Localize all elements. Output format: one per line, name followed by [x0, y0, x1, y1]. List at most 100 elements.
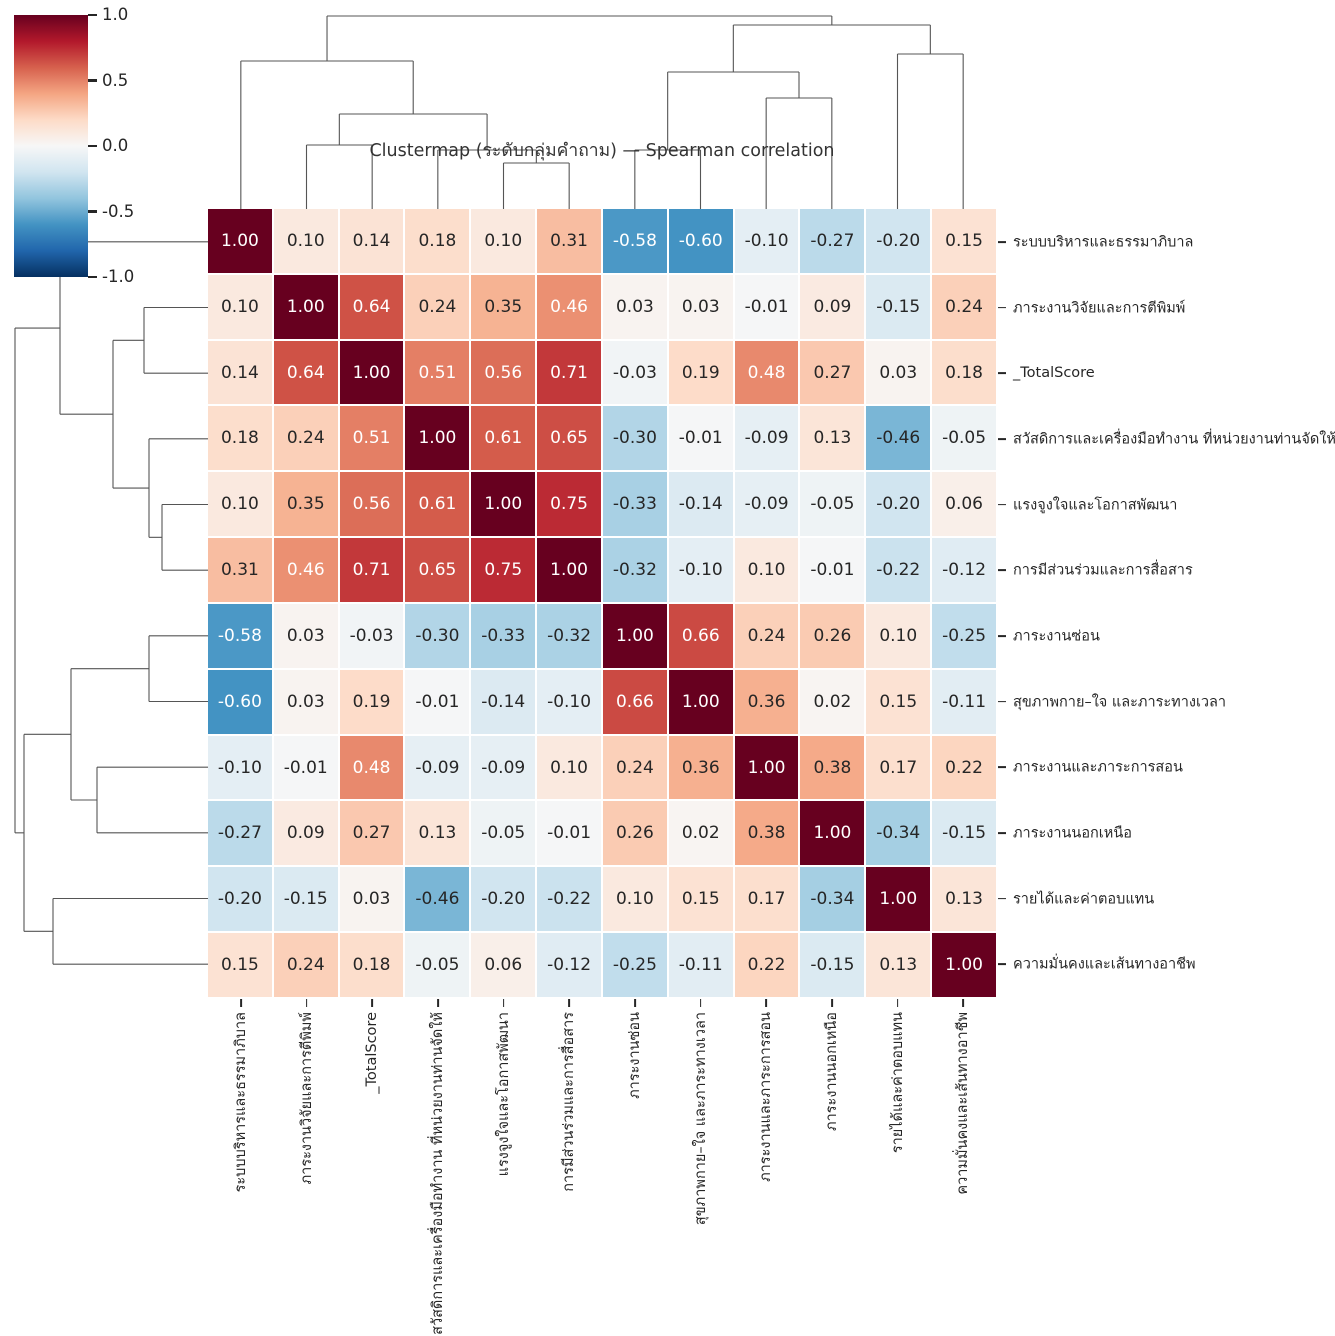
column-tick [568, 999, 571, 1007]
heatmap-cell: -0.10 [734, 209, 799, 273]
heatmap-cell: 0.31 [537, 209, 601, 273]
heatmap-cell: 1.00 [208, 209, 272, 273]
heatmap-cell: 0.19 [668, 340, 733, 405]
heatmap-cell: 0.24 [734, 603, 799, 668]
column-tick [633, 999, 636, 1007]
heatmap-cell: 0.61 [405, 472, 470, 537]
heatmap-cell: 0.48 [339, 735, 404, 800]
heatmap-cell: 0.51 [339, 406, 404, 471]
heatmap-cell: 0.10 [471, 209, 536, 273]
heatmap-cell: 1.00 [668, 669, 733, 734]
heatmap-cell: 0.56 [471, 340, 536, 405]
heatmap-cell: -0.34 [866, 801, 931, 866]
colorbar-tick [88, 79, 97, 82]
row-tick [998, 700, 1006, 703]
row-tick [998, 437, 1006, 440]
column-tick [502, 999, 505, 1007]
row-tick [998, 240, 1006, 243]
heatmap-cell: -0.30 [405, 603, 470, 668]
heatmap-cell: 0.75 [537, 472, 601, 537]
column-label: ภาระงานวิจัยและการตีพิมพ์ [298, 1012, 315, 1185]
colorbar-tick-label: -0.5 [102, 201, 135, 221]
heatmap-cell: 0.10 [866, 603, 931, 668]
heatmap-cell: 0.24 [273, 933, 338, 997]
heatmap-cell: 1.00 [537, 538, 601, 602]
heatmap-cell: 0.14 [208, 340, 272, 405]
heatmap-cell: 0.15 [932, 209, 996, 273]
row-tick [998, 306, 1006, 309]
heatmap-cell: -0.01 [800, 538, 865, 602]
heatmap-cell: -0.05 [800, 472, 865, 537]
heatmap-cell: -0.58 [602, 209, 667, 273]
heatmap-cell: -0.10 [537, 669, 601, 734]
heatmap-cell: 0.56 [339, 472, 404, 537]
heatmap-cell: -0.60 [208, 669, 272, 734]
row-tick [998, 634, 1006, 637]
colorbar-tick [88, 275, 97, 279]
heatmap-cell: 0.38 [800, 735, 865, 800]
heatmap-cell: -0.46 [405, 867, 470, 932]
row-tick [998, 503, 1006, 506]
colorbar-tick-label: -1.0 [102, 266, 135, 286]
heatmap-cell: -0.14 [668, 472, 733, 537]
column-tick [962, 999, 965, 1007]
column-label: สุขภาพกาย–ใจ และภาระทางเวลา [692, 1012, 709, 1226]
heatmap-cell: 0.13 [932, 867, 996, 932]
column-label: ระบบบริหารและธรรมาภิบาล [232, 1012, 249, 1193]
heatmap-cell: -0.09 [734, 406, 799, 471]
heatmap-cell: 0.03 [668, 274, 733, 339]
heatmap-cell: 0.14 [339, 209, 404, 273]
heatmap-cell: 0.24 [602, 735, 667, 800]
heatmap-cell: -0.33 [602, 472, 667, 537]
heatmap-cell: 0.06 [932, 472, 996, 537]
column-tick [765, 999, 768, 1007]
heatmap-cell: 0.48 [734, 340, 799, 405]
column-label: รายได้และค่าตอบแทน [889, 1012, 906, 1154]
heatmap-cell: -0.27 [208, 801, 272, 866]
heatmap-cell: -0.25 [932, 603, 996, 668]
heatmap-cell: 1.00 [734, 735, 799, 800]
heatmap-cell: 0.35 [273, 472, 338, 537]
row-label: ความมั่นคงและเส้นทางอาชีพ [1013, 956, 1196, 973]
heatmap-cell: -0.01 [273, 735, 338, 800]
heatmap-cell: -0.12 [932, 538, 996, 602]
heatmap-cell: -0.30 [602, 406, 667, 471]
heatmap-cell: 0.09 [800, 274, 865, 339]
column-label: _TotalScore [364, 1012, 381, 1094]
heatmap-cell: -0.01 [734, 274, 799, 339]
column-label: ความมั่นคงและเส้นทางอาชีพ [955, 1012, 972, 1195]
heatmap-cell: 0.26 [602, 801, 667, 866]
heatmap-cell: 0.15 [208, 933, 272, 997]
heatmap-cell: 0.36 [734, 669, 799, 734]
heatmap-cell: 0.27 [800, 340, 865, 405]
heatmap-cell: -0.03 [339, 603, 404, 668]
heatmap-cell: 0.10 [537, 735, 601, 800]
heatmap-cell: 0.03 [273, 603, 338, 668]
heatmap-cell: 0.18 [932, 340, 996, 405]
heatmap-cell: -0.32 [602, 538, 667, 602]
heatmap-cell: 0.10 [208, 472, 272, 537]
heatmap-cell: -0.22 [866, 538, 931, 602]
row-label: แรงจูงใจและโอกาสพัฒนา [1013, 497, 1178, 513]
heatmap-cell: 0.31 [208, 538, 272, 602]
heatmap-cell: 0.06 [471, 933, 536, 997]
heatmap-cell: -0.58 [208, 603, 272, 668]
heatmap-cell: 0.71 [537, 340, 601, 405]
heatmap-cell: 1.00 [339, 340, 404, 405]
column-tick [239, 999, 242, 1007]
row-label: ระบบบริหารและธรรมาภิบาล [1013, 234, 1194, 251]
heatmap-cell: 1.00 [471, 472, 536, 537]
heatmap-cell: 1.00 [602, 603, 667, 668]
heatmap-cell: 0.10 [273, 209, 338, 273]
heatmap-cell: -0.25 [602, 933, 667, 997]
heatmap-cell: 0.24 [405, 274, 470, 339]
heatmap-cell: -0.03 [602, 340, 667, 405]
heatmap-cell: 0.24 [273, 406, 338, 471]
heatmap-cell: 0.26 [800, 603, 865, 668]
column-tick [830, 999, 833, 1007]
heatmap-cell: -0.60 [668, 209, 733, 273]
row-label: ภาระงานซ่อน [1013, 628, 1100, 645]
heatmap-cell: -0.20 [866, 209, 931, 273]
row-tick [998, 569, 1006, 572]
